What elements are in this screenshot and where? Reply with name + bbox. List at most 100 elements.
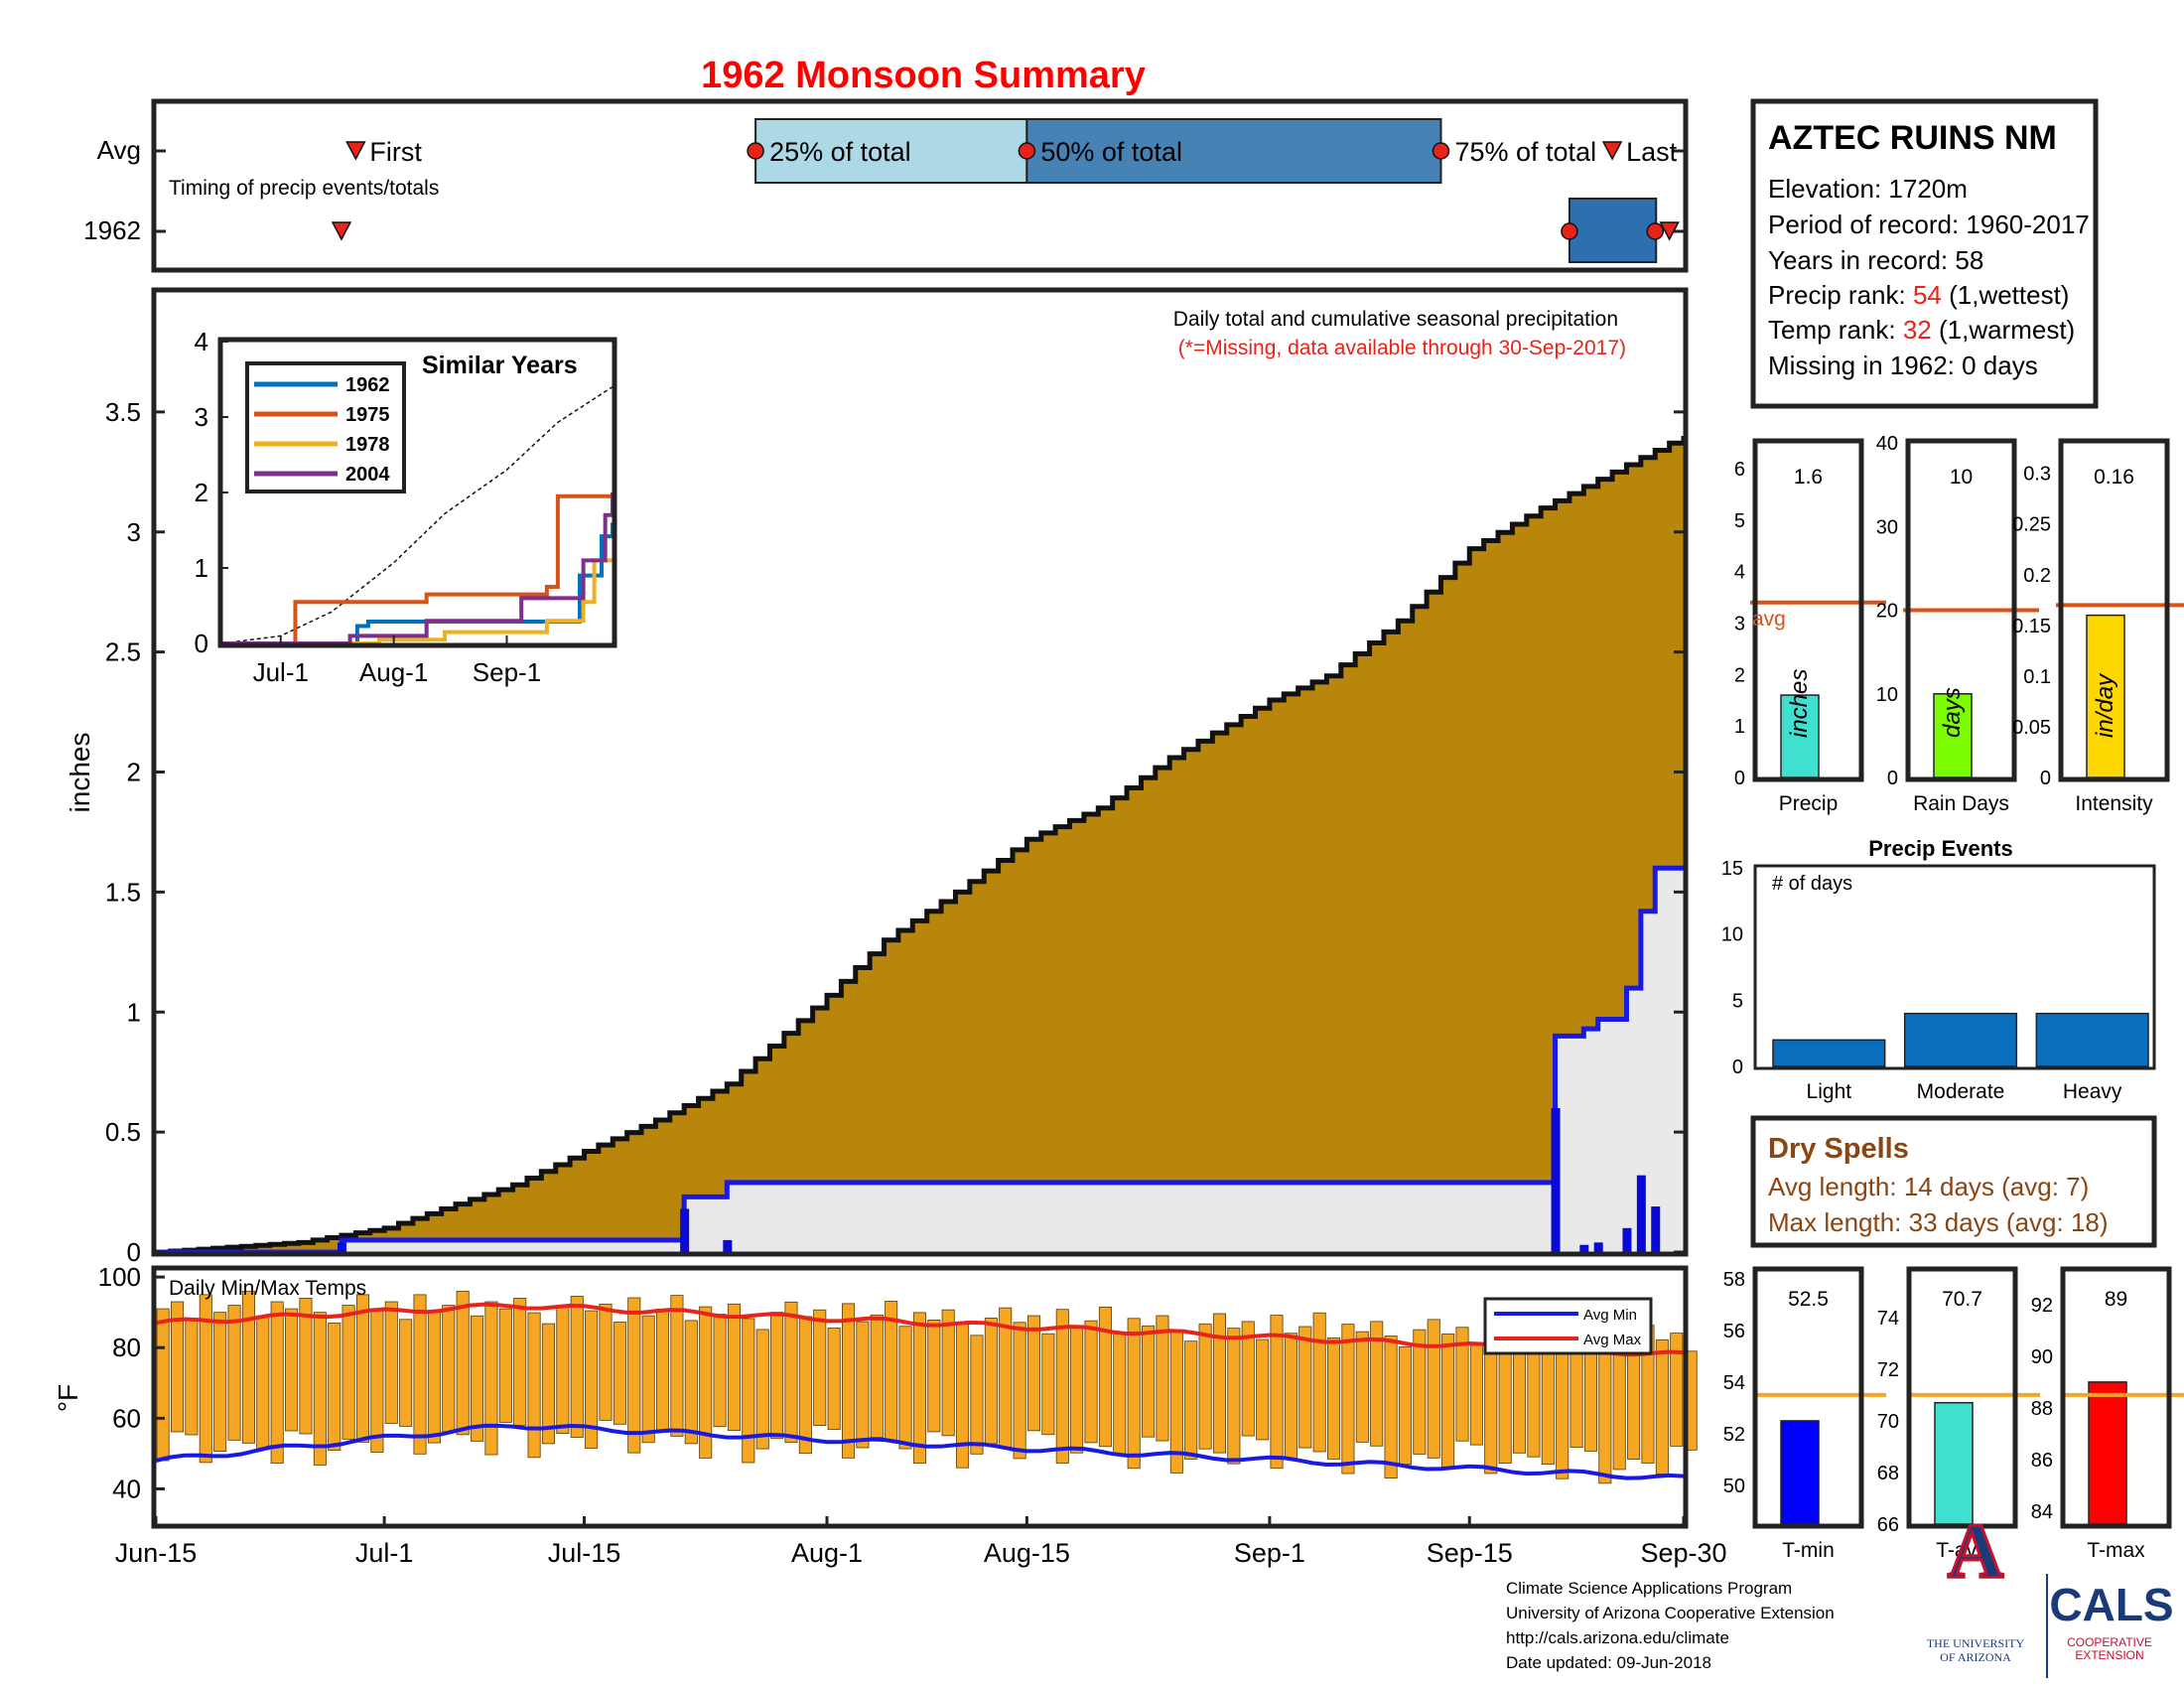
daily-temp-bar: [299, 1298, 313, 1435]
main-ytick-label: 3.5: [105, 397, 141, 427]
date-xtick-label: Jul-15: [548, 1538, 621, 1568]
precip-events-chart: Precip Events Light Moderate Heavy 0 5 10 15 #…: [1721, 836, 2156, 1103]
daily-temp-bar: [941, 1309, 955, 1437]
legend-avg-min-label: Avg Min: [1583, 1307, 1637, 1324]
main-ytick-label: 2.5: [105, 637, 141, 667]
daily-temp-bar: [1198, 1323, 1212, 1450]
daily-temp-bar: [227, 1305, 241, 1441]
temp-stat-label-2: T-max: [2087, 1539, 2145, 1562]
daily-temp-bar: [471, 1315, 484, 1442]
similar-years-inset: 0 1 2 3 4 Jul-1 Aug-1 Sep-1 Similar Years 1962 1…: [195, 327, 617, 687]
avg-25-marker: [747, 142, 764, 160]
p25-label: 25% of total: [769, 137, 911, 167]
events-ytick-label: 10: [1721, 924, 1743, 946]
daily-temp-bar: [1241, 1321, 1255, 1437]
daily-temp-bar: [456, 1290, 470, 1436]
daily-temp-bar: [1469, 1344, 1483, 1446]
precip-stat-label-0: Precip: [1779, 792, 1839, 815]
daily-temp-bar: [784, 1301, 798, 1444]
precip-stat-ytick-label-2: 0.1: [2023, 666, 2051, 688]
temp-stat-frame-1: [1906, 1266, 2018, 1529]
date-xtick-label: Aug-15: [984, 1538, 1070, 1568]
temp-stat-label-0: T-min: [1782, 1539, 1835, 1562]
events-xtick-label: Light: [1807, 1080, 1852, 1103]
temp-stat-ytick-label-0: 56: [1723, 1321, 1745, 1342]
last-label: Last: [1626, 137, 1678, 167]
avg-min-line: [155, 1423, 1685, 1480]
temp-ylabel: °F: [53, 1384, 83, 1412]
events-ytick-label: 15: [1721, 858, 1743, 880]
footer-date: Date updated: 09-Jun-2018: [1506, 1653, 1711, 1672]
precip-stat-ytick-label-2: 0.3: [2023, 464, 2051, 486]
daily-temp-bar: [912, 1312, 926, 1465]
temp-stat-bar-2: [2088, 1381, 2127, 1525]
daily-temp-bar: [1598, 1340, 1612, 1484]
precip-stat-bar-1: [1933, 693, 1973, 778]
legend-avg-max-label: Avg Max: [1583, 1332, 1642, 1348]
temp-stat-bar-0: [1780, 1420, 1820, 1525]
avg-first-marker: [345, 141, 366, 161]
daily-temp-bar: [841, 1303, 856, 1459]
station-precip-rank: Precip rank: 54 (1,wettest): [1768, 280, 2069, 310]
daily-temp-bar: [1312, 1312, 1326, 1453]
daily-precip-bar: [1622, 1227, 1632, 1252]
daily-temp-bar: [1327, 1337, 1341, 1460]
cals-logo-name: CALS: [2049, 1579, 2173, 1630]
temp-ytick-label: 60: [112, 1403, 141, 1433]
daily-temp-bar: [1398, 1346, 1412, 1466]
avg-25-50-box: [754, 118, 1028, 184]
daily-precip-bar: [1636, 1175, 1646, 1252]
avg-max-line: [155, 1302, 1685, 1357]
ua-logo-line1: THE UNIVERSITY: [1926, 1636, 2025, 1650]
footer-university: University of Arizona Cooperative Extens…: [1506, 1604, 1835, 1622]
temp-stat-value-2: 89: [2105, 1288, 2127, 1311]
events-bar-heavy: [2035, 1012, 2149, 1067]
station-missing: Missing in 1962: 0 days: [1768, 351, 2038, 380]
daily-temp-bar: [399, 1319, 413, 1427]
year-cumulative-area: [156, 868, 1684, 1252]
timing-panel: Avg 1962 Timing of precip events/totals …: [83, 98, 1689, 273]
daily-temp-bar: [1384, 1336, 1398, 1479]
daily-temp-bar: [370, 1308, 384, 1453]
daily-temp-bar: [541, 1323, 555, 1445]
daily-temp-bar: [813, 1309, 827, 1427]
temp-stat-ytick-label-0: 50: [1723, 1476, 1745, 1497]
daily-precip-bar: [1579, 1244, 1589, 1252]
daily-temp-bar: [1041, 1333, 1055, 1436]
daily-temp-bar: [1298, 1326, 1312, 1449]
main-ytick-label: 1.5: [105, 877, 141, 907]
inset-xtick-label: Aug-1: [359, 657, 428, 687]
precip-stat-frame-1: [1905, 438, 2017, 782]
temp-stat-ytick-label-2: 92: [2031, 1295, 2053, 1317]
daily-temp-bar: [498, 1308, 512, 1423]
precip-stat-frame-2: [2058, 438, 2170, 782]
daily-temp-bar: [427, 1312, 441, 1444]
precip-stat-unit-0: inches: [1786, 669, 1813, 738]
precip-stat-ytick-label-2: 0.25: [2012, 514, 2051, 536]
daily-temp-bar: [670, 1295, 684, 1437]
temp-legend: [1483, 1297, 1653, 1355]
main-ytick-label: 3: [127, 517, 141, 547]
daily-temp-bar: [984, 1318, 998, 1445]
daily-temp-bar: [1212, 1313, 1227, 1454]
precip-stat-value-0: 1.6: [1794, 466, 1823, 489]
daily-temp-bar: [1156, 1315, 1169, 1442]
temperature-chart: Daily Min/Max Temps °F Avg Min Avg Max 4…: [53, 1262, 1727, 1568]
station-years: Years in record: 58: [1768, 245, 1983, 275]
daily-temp-bar: [656, 1309, 670, 1433]
daily-temp-bar: [742, 1318, 755, 1464]
page-title: 1962 Monsoon Summary: [701, 55, 1146, 96]
temp-stat-ytick-label-1: 70: [1877, 1411, 1899, 1433]
footer-url[interactable]: http://cals.arizona.edu/climate: [1506, 1628, 1729, 1647]
temp-stat-ytick-label-0: 52: [1723, 1424, 1745, 1446]
daily-temp-bar: [1256, 1338, 1270, 1441]
temp-stat-label-1: T-avg: [1936, 1539, 1988, 1562]
p50-label: 50% of total: [1040, 137, 1182, 167]
events-bar-light: [1772, 1039, 1886, 1067]
daily-temp-bar: [313, 1312, 327, 1466]
temp-stat-frame-2: [2060, 1266, 2172, 1529]
precip-stat-ytick-label-0: 3: [1734, 613, 1745, 634]
daily-precip-bar: [1551, 1107, 1561, 1252]
precip-stats-panels: 1.6 Precip inches 0 1 2 3 4 5 6 10 Rain Days days 0 10…: [1734, 433, 2184, 815]
daily-temp-bar: [1127, 1318, 1141, 1470]
